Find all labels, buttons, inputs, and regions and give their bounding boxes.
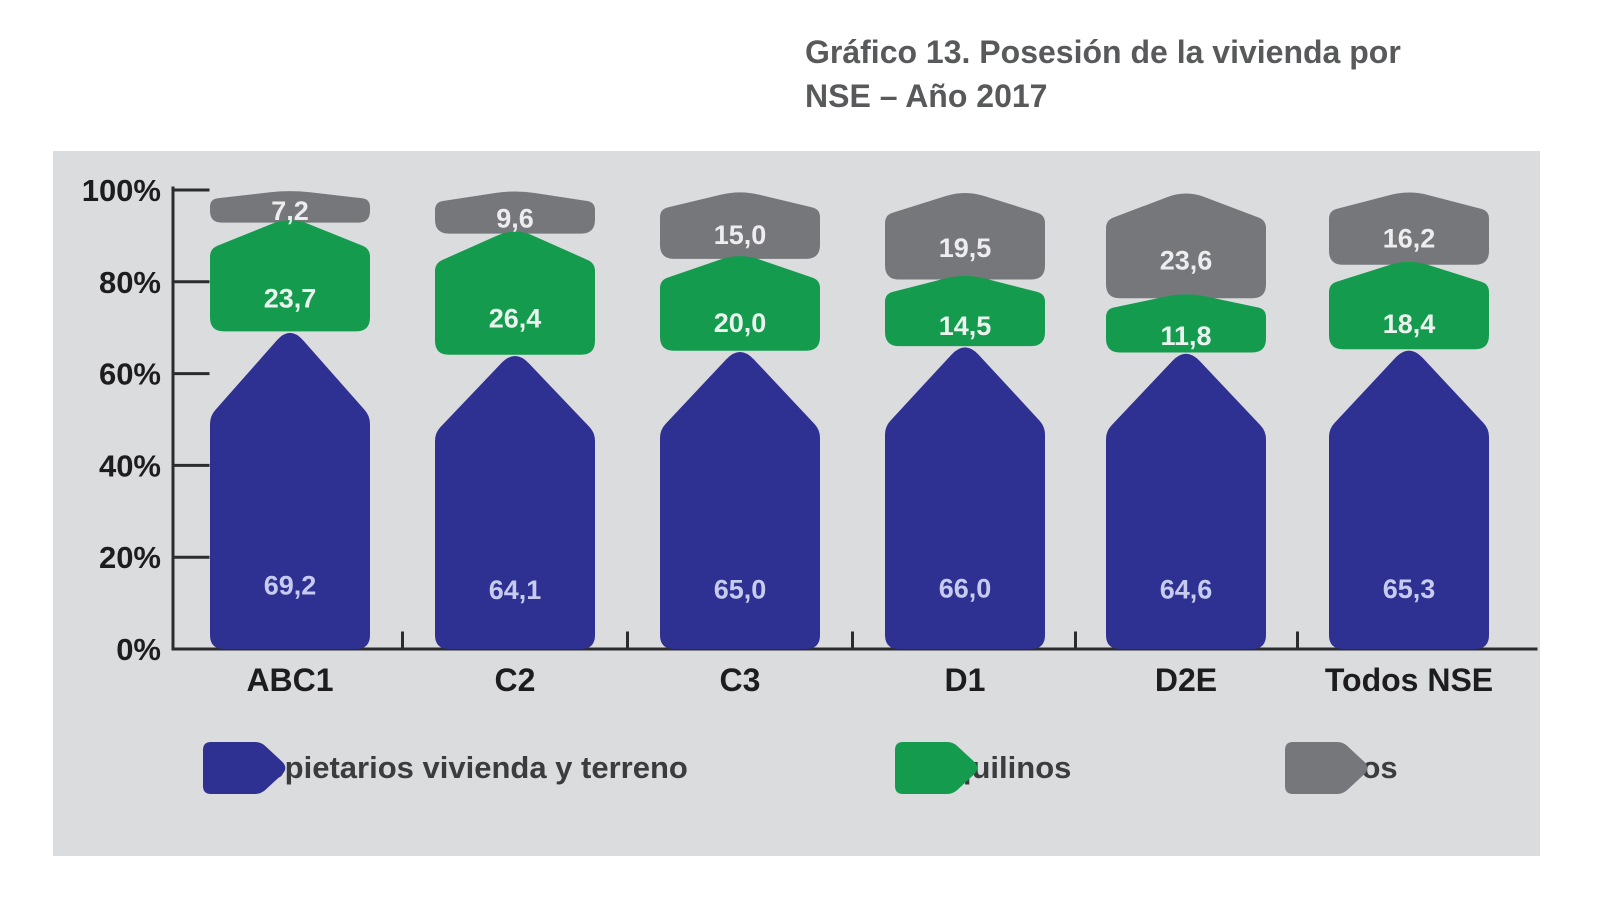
legend-item-propietarios: Propietarios vivienda y terreno	[203, 742, 688, 794]
value-label-c2-propietarios: 64,1	[489, 575, 542, 605]
value-label-d2e-inquilinos: 11,8	[1160, 321, 1211, 351]
value-label-d1-otros: 19,5	[939, 233, 992, 263]
value-label-c3-inquilinos: 20,0	[714, 308, 767, 338]
chart-title-line2: NSE – Año 2017	[805, 78, 1048, 115]
y-axis-label: 80%	[99, 265, 161, 300]
bar-segment-c3-propietarios	[660, 351, 820, 649]
bar-segment-d1-propietarios	[885, 347, 1045, 649]
bar-abc1: 69,2 23,7 7,2	[210, 191, 370, 649]
bar-segment-d1-inquilinos	[885, 275, 1045, 347]
legend-label-propietarios: Propietarios vivienda y terreno	[233, 750, 688, 785]
bar-d1: 66,0 14,5 19,5	[885, 193, 1045, 649]
legend-item-inquilinos: Inquilinos	[895, 742, 1071, 794]
x-axis-label: D1	[945, 662, 986, 698]
bar-segment-c2-propietarios	[435, 356, 595, 649]
value-label-c2-otros: 9,6	[496, 203, 534, 233]
x-axis-label: Todos NSE	[1325, 662, 1493, 698]
bar-segment-abc1-otros	[210, 191, 370, 223]
bar-segment-d2e-otros	[1106, 193, 1266, 299]
legend-item-otros: Otros	[1285, 742, 1398, 794]
value-label-abc1-inquilinos: 23,7	[264, 284, 317, 314]
value-label-todos-nse-inquilinos: 18,4	[1383, 309, 1436, 339]
x-axis-label: ABC1	[246, 662, 333, 698]
legend-marker-inquilinos-icon	[895, 742, 978, 794]
chart-canvas: 0% 20% 40% 60% 80% 100% 69,2 23,7 7,2 ABC1 64,1 26,…	[82, 173, 1538, 698]
bar-segment-abc1-propietarios	[210, 332, 370, 649]
chart-panel: 0% 20% 40% 60% 80% 100% 69,2 23,7 7,2 ABC1 64,1 26,…	[53, 151, 1540, 856]
bar-segment-abc1-inquilinos	[210, 220, 370, 332]
axes	[171, 186, 1538, 651]
x-axis-label: C3	[720, 662, 761, 698]
bar-segment-d2e-inquilinos	[1106, 294, 1266, 353]
y-axis-label: 60%	[99, 357, 161, 392]
bar-segment-todos-nse-inquilinos	[1329, 261, 1489, 350]
legend-marker-propietarios-icon	[203, 742, 286, 794]
bar-segment-c2-otros	[435, 191, 595, 234]
y-axis-label: 20%	[99, 540, 161, 575]
value-label-c3-propietarios: 65,0	[714, 574, 767, 604]
bar-segment-c3-inquilinos	[660, 256, 820, 351]
value-label-d1-inquilinos: 14,5	[939, 311, 992, 341]
bar-segment-todos-nse-propietarios	[1329, 350, 1489, 649]
value-label-todos-nse-otros: 16,2	[1383, 224, 1436, 254]
chart-title-line1: Gráfico 13. Posesión de la vivienda por	[805, 34, 1401, 70]
bar-segment-d1-otros	[885, 193, 1045, 280]
bar-segment-c2-inquilinos	[435, 231, 595, 355]
axis-lines	[171, 186, 1538, 651]
bar-d2e: 64,6 11,8 23,6	[1106, 193, 1266, 649]
value-label-todos-nse-propietarios: 65,3	[1383, 574, 1436, 604]
value-label-d1-propietarios: 66,0	[939, 573, 992, 603]
value-label-d2e-propietarios: 64,6	[1160, 575, 1213, 605]
chart-title: Gráfico 13. Posesión de la vivienda por …	[805, 30, 1525, 118]
y-axis-label: 40%	[99, 448, 161, 483]
x-axis-label: C2	[495, 662, 536, 698]
y-axis-label: 100%	[82, 173, 161, 208]
y-axis-label: 0%	[116, 632, 161, 667]
x-axis-label: D2E	[1155, 662, 1217, 698]
bar-todos-nse: 65,3 18,4 16,2	[1329, 192, 1489, 649]
value-label-abc1-propietarios: 69,2	[264, 570, 317, 600]
legend-marker-otros-icon	[1285, 742, 1368, 794]
bar-c2: 64,1 26,4 9,6	[435, 191, 595, 649]
value-label-abc1-otros: 7,2	[271, 196, 309, 226]
bar-segment-todos-nse-otros	[1329, 192, 1489, 265]
value-label-c3-otros: 15,0	[714, 220, 767, 250]
value-label-c2-inquilinos: 26,4	[489, 303, 542, 333]
bar-segment-d2e-propietarios	[1106, 353, 1266, 649]
bar-segment-c3-otros	[660, 192, 820, 259]
bar-c3: 65,0 20,0 15,0	[660, 192, 820, 649]
value-label-d2e-otros: 23,6	[1160, 245, 1213, 275]
